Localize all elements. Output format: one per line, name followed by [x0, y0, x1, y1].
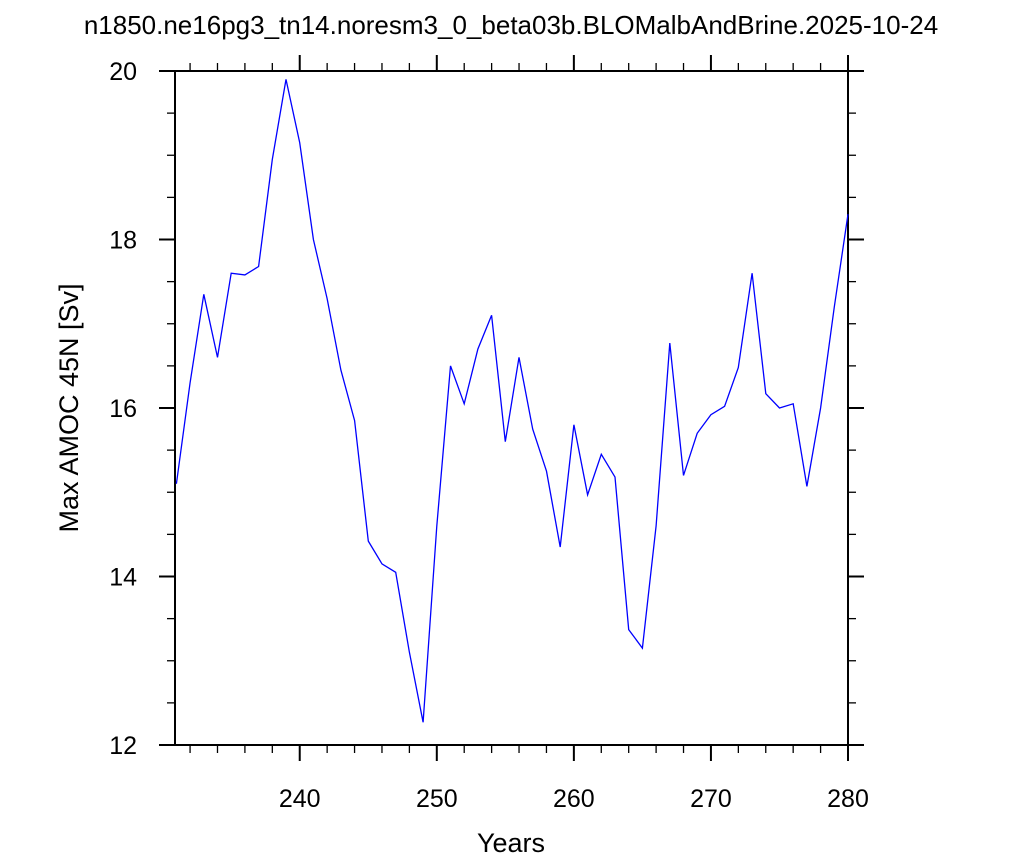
minor-ticks [167, 63, 856, 753]
chart-title: n1850.ne16pg3_tn14.noresm3_0_beta03b.BLO… [84, 10, 938, 40]
y-tick-label: 20 [109, 58, 137, 86]
major-ticks [159, 55, 864, 761]
plot-frame [174, 70, 849, 746]
y-tick-label: 16 [109, 395, 137, 423]
y-tick-labels: 12 14 16 18 20 [109, 58, 137, 760]
x-tick-label: 260 [553, 785, 595, 813]
x-axis-title: Years [477, 828, 545, 858]
x-tick-label: 280 [827, 785, 869, 813]
y-tick-label: 12 [109, 732, 137, 760]
x-tick-label: 250 [416, 785, 458, 813]
amoc-series-line [175, 79, 849, 723]
x-tick-label: 270 [690, 785, 732, 813]
y-tick-label: 18 [109, 227, 137, 255]
y-tick-label: 14 [109, 564, 137, 592]
x-tick-labels: 240 250 260 270 280 [279, 785, 869, 813]
y-axis-title: Max AMOC 45N [Sv] [54, 283, 84, 532]
x-tick-label: 240 [279, 785, 321, 813]
